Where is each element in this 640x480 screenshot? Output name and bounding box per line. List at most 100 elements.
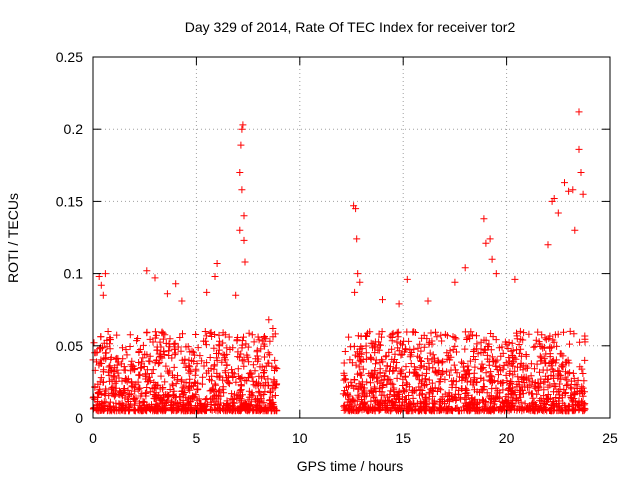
background-point xyxy=(210,365,218,373)
background-point xyxy=(402,379,410,387)
background-point xyxy=(255,372,263,380)
background-point xyxy=(379,382,387,390)
background-point xyxy=(425,376,433,384)
background-point xyxy=(211,401,219,409)
background-point xyxy=(110,392,118,400)
background-point xyxy=(230,370,238,378)
background-point xyxy=(355,363,363,371)
background-point xyxy=(387,407,395,415)
background-point xyxy=(472,405,480,413)
data-point xyxy=(236,226,244,234)
background-point xyxy=(206,329,214,337)
background-point xyxy=(485,373,493,381)
background-point xyxy=(440,406,448,414)
background-point xyxy=(393,329,401,337)
background-point xyxy=(508,360,516,367)
background-point xyxy=(240,333,247,341)
background-point xyxy=(447,366,455,374)
data-point xyxy=(269,325,277,332)
background-point xyxy=(180,359,188,367)
background-point xyxy=(378,333,385,341)
background-point xyxy=(271,407,279,415)
background-point xyxy=(118,401,126,409)
background-point xyxy=(134,385,142,393)
background-point xyxy=(130,406,138,414)
background-point xyxy=(468,331,476,339)
background-point xyxy=(120,385,128,393)
background-point xyxy=(515,403,523,411)
background-point xyxy=(541,359,549,367)
background-point xyxy=(446,371,453,379)
background-point xyxy=(266,337,274,345)
background-point xyxy=(558,363,566,371)
background-point xyxy=(341,375,349,383)
background-point xyxy=(177,347,185,355)
background-point xyxy=(92,405,100,413)
background-point xyxy=(530,343,538,351)
data-point xyxy=(482,239,490,247)
background-point xyxy=(121,394,129,402)
background-point xyxy=(247,370,255,378)
background-point xyxy=(367,353,374,361)
background-point xyxy=(250,338,258,346)
background-point xyxy=(260,334,268,342)
background-point xyxy=(234,392,242,400)
background-point xyxy=(135,359,143,366)
background-point xyxy=(418,358,425,365)
background-point xyxy=(219,405,226,413)
background-point xyxy=(112,403,120,411)
grid-lines xyxy=(93,57,610,418)
background-point xyxy=(126,391,134,398)
background-point xyxy=(216,337,223,345)
background-point xyxy=(224,379,232,387)
background-point xyxy=(393,391,401,399)
background-point xyxy=(380,391,388,399)
background-point xyxy=(360,384,368,392)
background-point xyxy=(219,339,227,347)
background-point xyxy=(387,387,395,395)
background-point xyxy=(188,394,196,402)
background-point xyxy=(373,374,381,382)
background-point xyxy=(199,373,207,381)
background-point xyxy=(219,376,227,384)
background-point xyxy=(468,394,476,402)
background-point xyxy=(363,378,371,386)
background-point xyxy=(374,346,382,354)
background-point xyxy=(428,379,436,387)
background-point xyxy=(495,344,503,352)
background-point xyxy=(451,405,459,412)
x-tick-label: 5 xyxy=(193,430,201,446)
background-point xyxy=(429,364,437,372)
background-point xyxy=(439,357,447,365)
background-point xyxy=(220,407,228,415)
data-point xyxy=(241,258,249,266)
background-point xyxy=(512,355,520,363)
background-point xyxy=(396,405,403,413)
background-point xyxy=(399,382,407,389)
background-point xyxy=(166,343,174,351)
background-point xyxy=(559,352,567,360)
background-point xyxy=(579,384,587,392)
background-point xyxy=(550,383,558,391)
background-point xyxy=(177,393,185,401)
background-point xyxy=(157,406,165,413)
background-point xyxy=(229,401,236,409)
background-point xyxy=(500,361,508,369)
background-point xyxy=(127,390,135,398)
background-point xyxy=(106,345,114,353)
background-point xyxy=(403,328,411,336)
background-point xyxy=(269,382,277,390)
background-point xyxy=(558,394,566,402)
background-point xyxy=(541,334,549,342)
background-point xyxy=(578,365,586,373)
y-axis-title: ROTI / TECUs xyxy=(5,193,21,283)
background-point xyxy=(210,397,218,405)
background-point xyxy=(191,378,199,386)
background-point xyxy=(532,336,540,344)
data-point xyxy=(151,274,159,282)
background-point xyxy=(458,407,466,415)
background-point xyxy=(225,380,233,388)
background-point xyxy=(488,385,496,393)
background-point xyxy=(249,392,257,400)
background-point xyxy=(176,402,184,410)
